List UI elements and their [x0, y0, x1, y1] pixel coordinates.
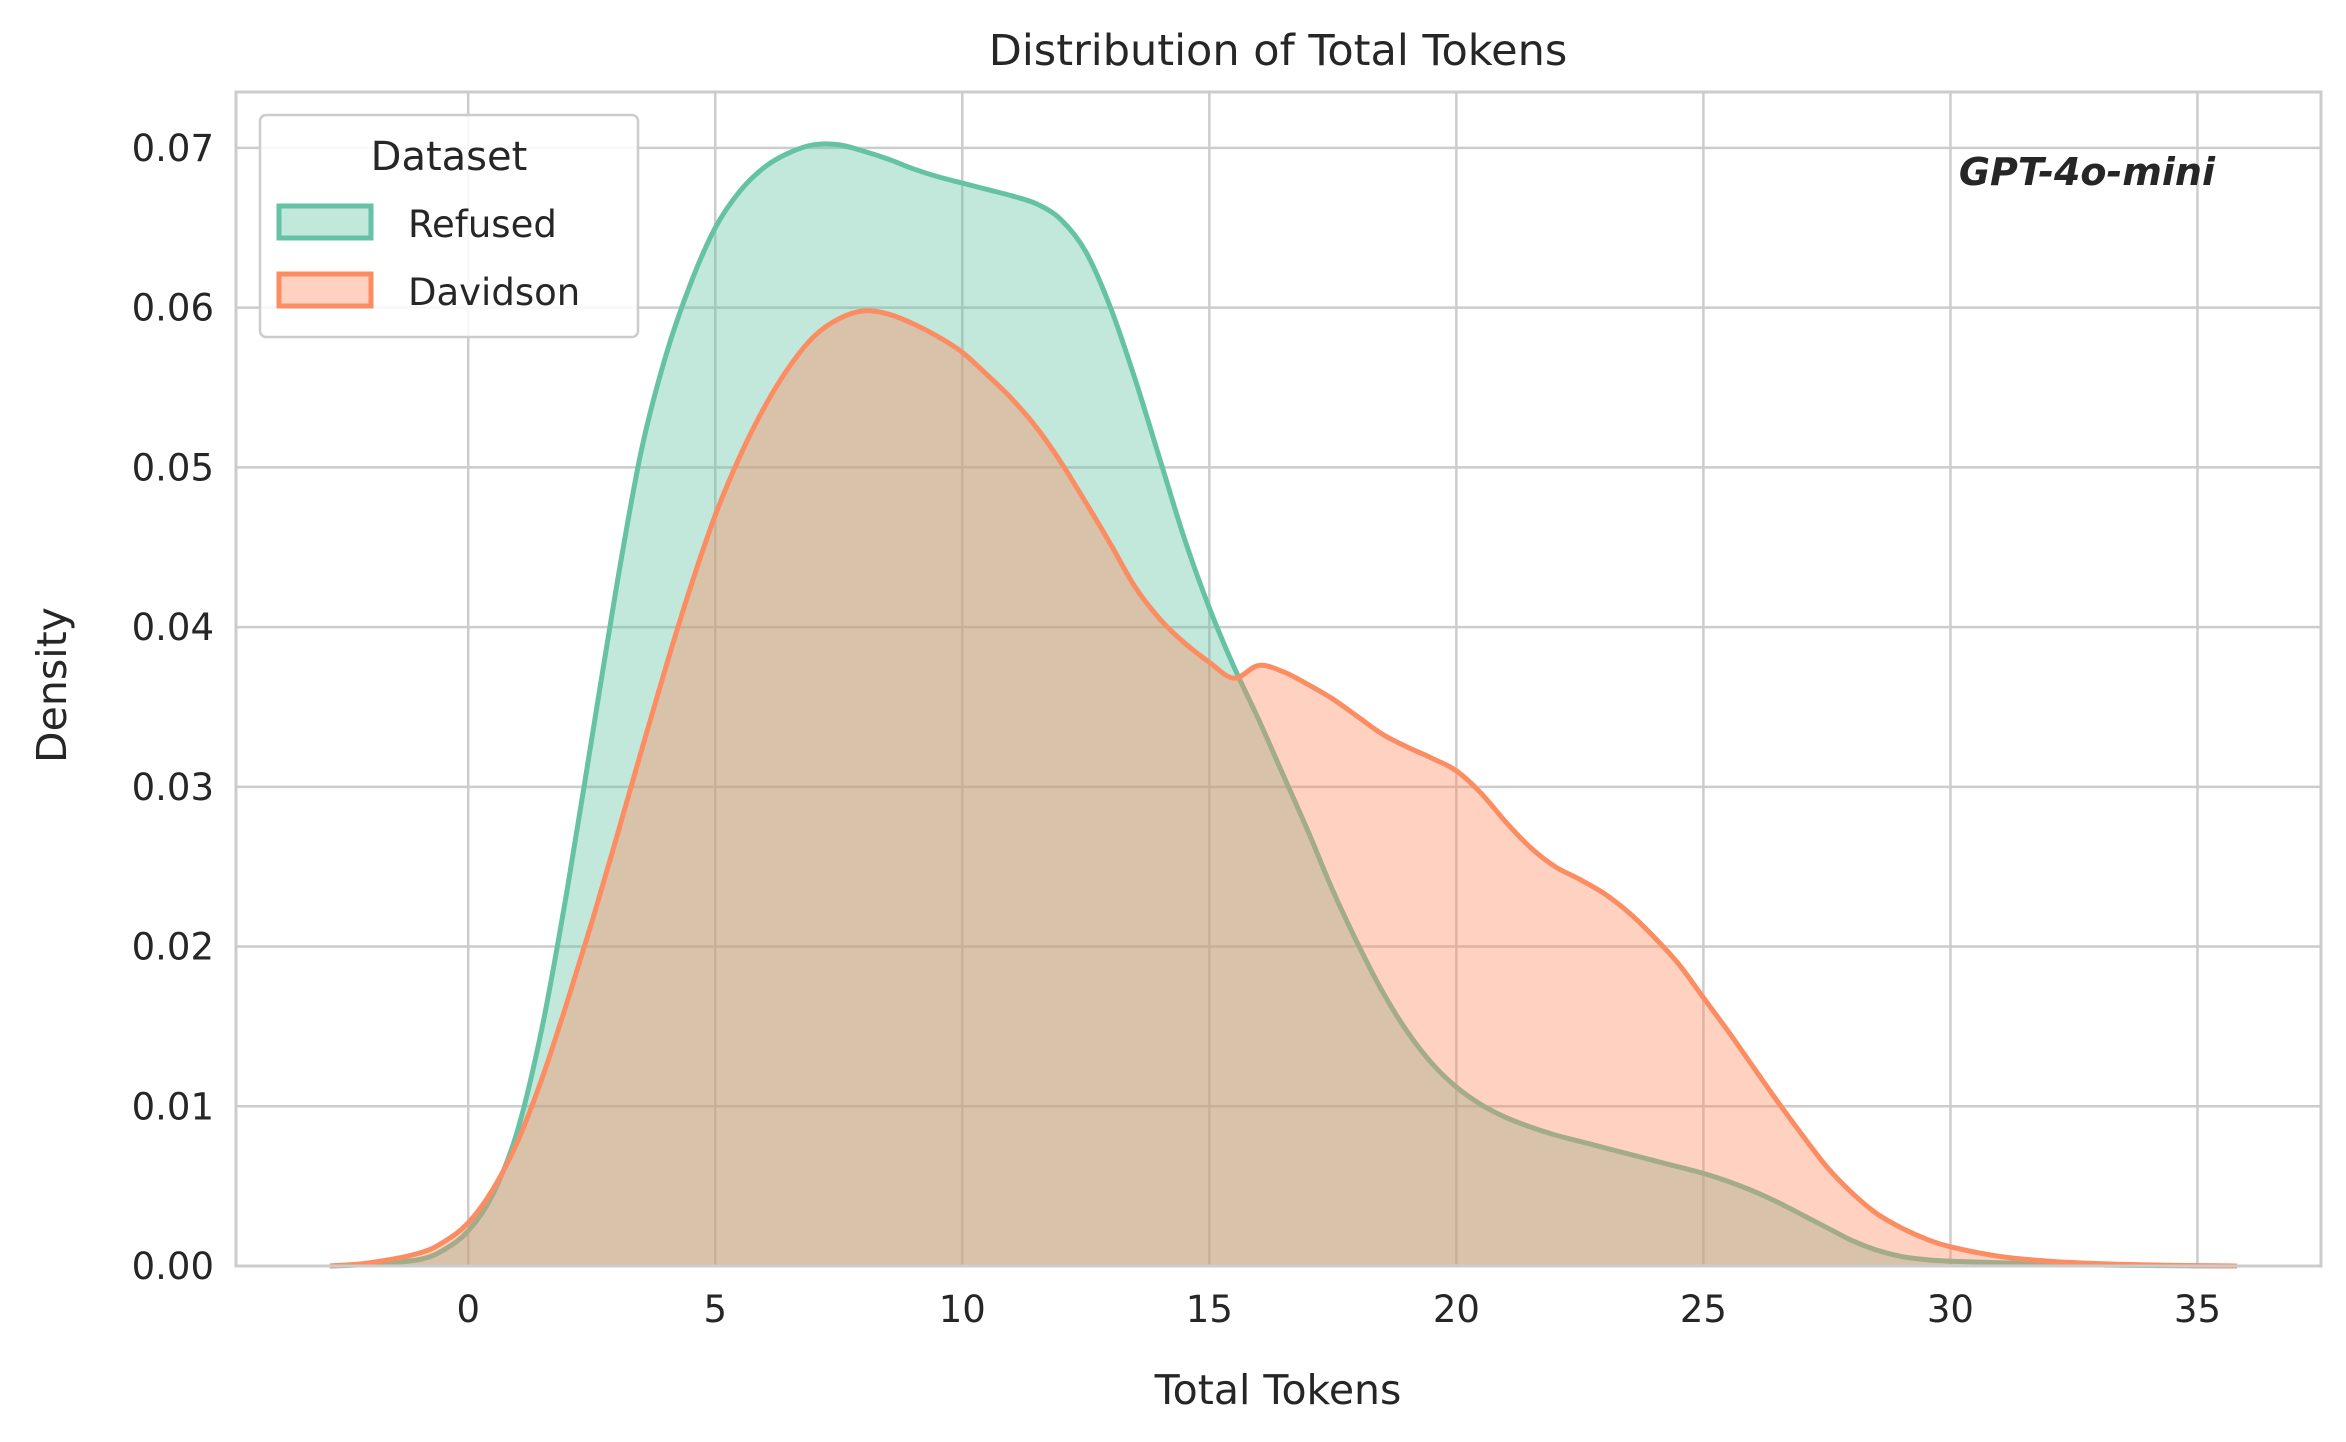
- model-annotation: GPT-4o-mini: [1959, 150, 2216, 194]
- refused-legend-swatch: [276, 203, 374, 241]
- chart-title: Distribution of Total Tokens: [989, 26, 1567, 76]
- x-tick-label: 10: [939, 1288, 986, 1331]
- x-tick-label: 5: [703, 1288, 727, 1331]
- davidson-density-line: [329, 308, 2238, 1269]
- legend: Dataset Refused Davidson: [258, 113, 640, 339]
- plot-frame: [234, 90, 2323, 1268]
- y-tick-label: 0.02: [132, 926, 214, 969]
- y-tick-label: 0.03: [132, 766, 214, 809]
- y-tick-label: 0.04: [132, 606, 214, 649]
- y-tick-labels: 0.00 0.01 0.02 0.03 0.04 0.05 0.06 0.07: [132, 127, 214, 1288]
- davidson-legend-label: Davidson: [408, 271, 580, 314]
- legend-entries: Refused Davidson: [276, 203, 580, 314]
- y-tick-label: 0.07: [132, 127, 214, 170]
- density-curves: [329, 141, 2238, 1269]
- refused-density-line: [329, 141, 2238, 1269]
- davidson-legend-swatch: [276, 271, 374, 309]
- x-tick-label: 35: [2174, 1288, 2221, 1331]
- x-tick-label: 30: [1927, 1288, 1974, 1331]
- legend-title: Dataset: [371, 134, 528, 180]
- davidson-density-area: [329, 310, 2238, 1266]
- y-tick-label: 0.00: [132, 1245, 214, 1288]
- y-tick-label: 0.01: [132, 1085, 214, 1128]
- x-tick-label: 25: [1680, 1288, 1727, 1331]
- y-tick-label: 0.06: [132, 287, 214, 330]
- x-tick-label: 15: [1186, 1288, 1233, 1331]
- legend-box: [258, 113, 640, 339]
- x-tick-label: 20: [1433, 1288, 1480, 1331]
- refused-density-area: [329, 143, 2238, 1266]
- x-tick-labels: 0 5 10 15 20 25 30 35: [456, 1288, 2221, 1331]
- refused-legend-label: Refused: [408, 203, 557, 246]
- y-tick-label: 0.05: [132, 446, 214, 489]
- x-axis-title: Total Tokens: [1154, 1366, 1402, 1414]
- y-axis-title: Density: [28, 607, 76, 763]
- x-tick-label: 0: [456, 1288, 480, 1331]
